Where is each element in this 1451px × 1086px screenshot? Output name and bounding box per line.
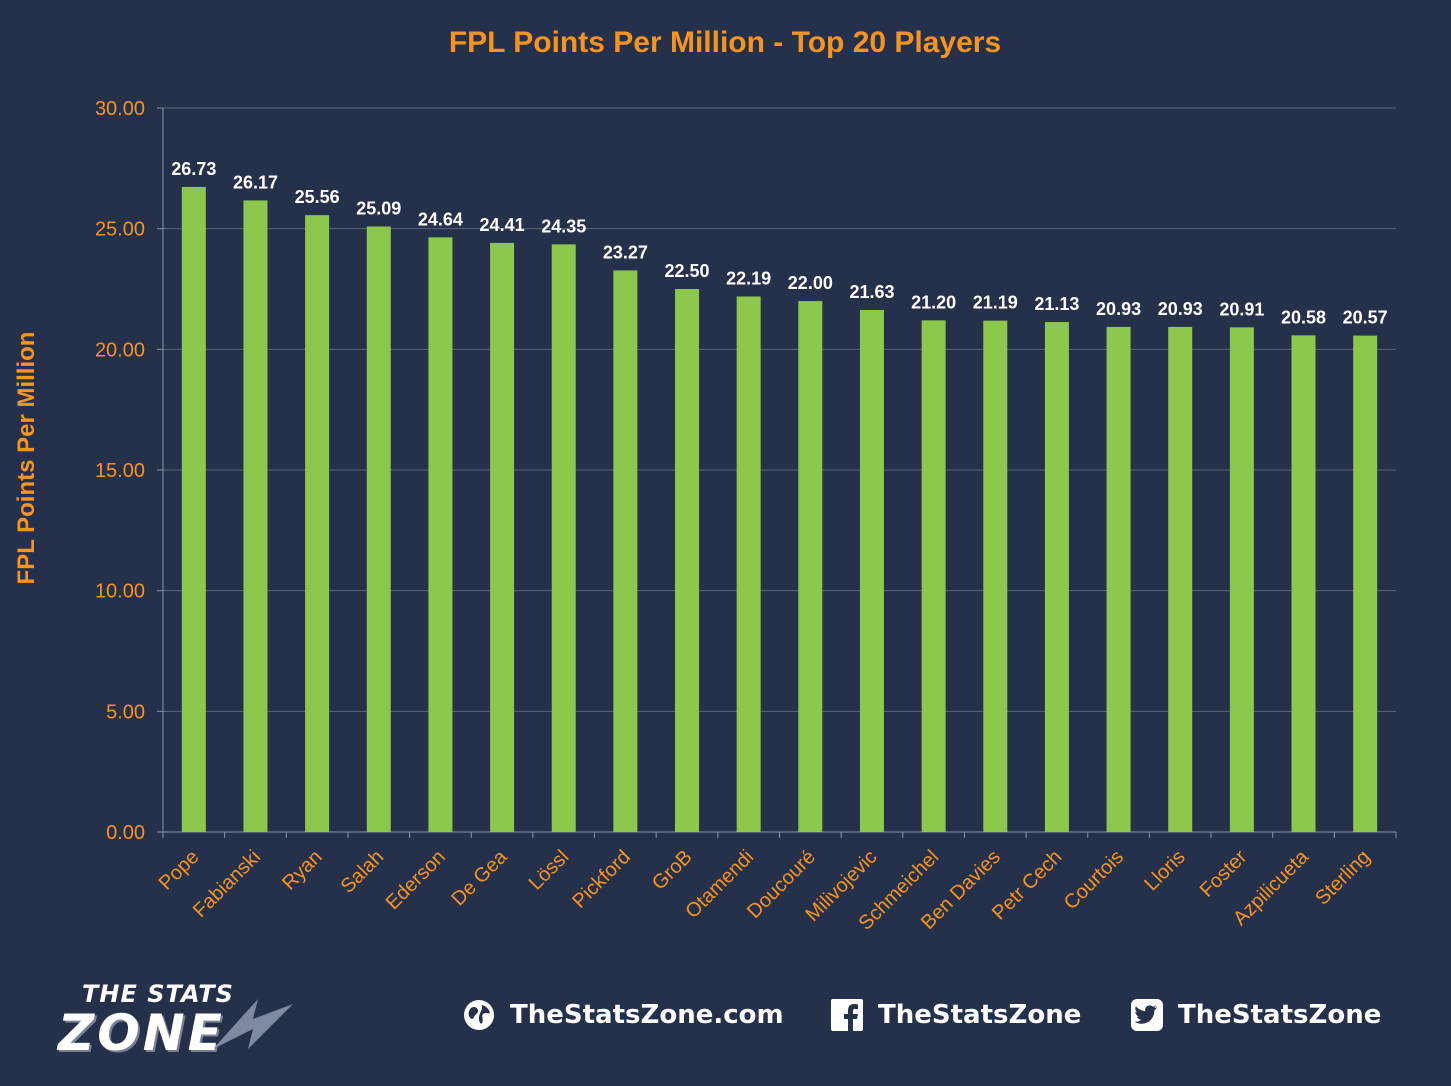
bar — [736, 296, 761, 832]
value-label: 21.13 — [1034, 294, 1079, 314]
bar — [1044, 322, 1069, 832]
bar — [490, 242, 515, 832]
bar — [1353, 335, 1378, 832]
bar — [181, 186, 206, 832]
y-tick-label: 30.00 — [95, 98, 145, 120]
y-tick-label: 25.00 — [95, 219, 145, 241]
value-label: 24.35 — [541, 216, 586, 236]
x-tick-label: Lössl — [525, 846, 574, 895]
x-tick-label: Foster — [1196, 846, 1252, 902]
value-label: 20.93 — [1096, 299, 1141, 319]
value-label: 25.56 — [295, 187, 340, 207]
x-tick-label: Courtois — [1060, 846, 1128, 914]
website-link[interactable]: TheStatsZone.com — [462, 998, 784, 1032]
x-tick-label: Pickford — [568, 846, 635, 913]
value-label: 22.50 — [665, 261, 710, 281]
logo-bottom-text: ZONE — [58, 1004, 225, 1062]
twitter-icon — [1130, 998, 1164, 1032]
value-label: 26.73 — [171, 159, 216, 179]
bar — [798, 301, 823, 833]
chart-title: FPL Points Per Million - Top 20 Players — [449, 26, 1001, 59]
twitter-link[interactable]: TheStatsZone — [1130, 998, 1381, 1032]
globe-icon — [462, 998, 496, 1032]
y-tick-label: 5.00 — [106, 701, 145, 723]
x-tick-label: Sterling — [1311, 846, 1375, 910]
bar-chart: FPL Points Per Million - Top 20 Players … — [13, 26, 1397, 935]
x-tick-label: Ryan — [278, 846, 327, 895]
value-label: 25.09 — [356, 198, 401, 218]
bar — [859, 309, 884, 833]
bar — [305, 215, 330, 833]
value-label: 22.00 — [788, 273, 833, 293]
value-labels: 26.73 26.17 25.56 25.09 24.64 24.41 24.35 23.27… — [171, 159, 1387, 328]
bar — [551, 244, 576, 832]
bar — [613, 270, 638, 832]
x-tick-label: Lloris — [1140, 846, 1189, 895]
bar — [366, 226, 391, 833]
value-label: 20.57 — [1343, 308, 1388, 328]
value-label: 20.91 — [1219, 299, 1264, 319]
x-tick-label: GroB — [648, 846, 697, 895]
x-tick-label: Fabianski — [189, 846, 265, 922]
facebook-icon — [830, 998, 864, 1032]
bar — [675, 289, 700, 832]
x-tick-label: Ederson — [382, 846, 450, 914]
bar — [1229, 327, 1254, 832]
facebook-link[interactable]: TheStatsZone — [830, 998, 1081, 1032]
bar — [1106, 326, 1131, 832]
y-tick-label: 0.00 — [106, 822, 145, 844]
bar — [428, 237, 453, 832]
y-tick-label: 15.00 — [95, 460, 145, 482]
y-tick-labels: 0.00 5.00 10.00 15.00 20.00 25.00 30.00 — [95, 98, 145, 844]
x-tick-label: De Gea — [447, 845, 512, 910]
bar — [1168, 326, 1193, 832]
value-label: 26.17 — [233, 172, 278, 192]
bars — [181, 186, 1378, 833]
x-tick-label: Pope — [155, 846, 204, 895]
gridlines — [157, 107, 1397, 838]
y-axis-label: FPL Points Per Million — [13, 332, 40, 585]
value-label: 21.19 — [973, 293, 1018, 313]
footer: THE STATS ZONE TheStatsZone.com — [0, 960, 1451, 1080]
logo-top-text: THE STATS — [82, 980, 234, 1008]
bar — [1291, 335, 1316, 832]
y-tick-label: 10.00 — [95, 581, 145, 603]
x-tick-label: Salah — [337, 846, 389, 898]
y-tick-label: 20.00 — [95, 339, 145, 361]
bar — [921, 320, 946, 832]
twitter-label: TheStatsZone — [1178, 1000, 1382, 1030]
facebook-label: TheStatsZone — [878, 1000, 1082, 1030]
value-label: 24.64 — [418, 209, 463, 229]
value-label: 20.58 — [1281, 307, 1326, 327]
value-label: 23.27 — [603, 242, 648, 262]
value-label: 21.63 — [849, 282, 894, 302]
value-label: 24.41 — [480, 215, 525, 235]
value-label: 20.93 — [1158, 299, 1203, 319]
website-label: TheStatsZone.com — [510, 1000, 784, 1030]
stats-zone-logo: THE STATS ZONE — [58, 976, 308, 1066]
bar — [983, 320, 1008, 832]
value-label: 21.20 — [911, 292, 956, 312]
bar — [243, 200, 268, 832]
logo-swoosh-icon — [213, 999, 293, 1049]
value-label: 22.19 — [726, 268, 771, 288]
